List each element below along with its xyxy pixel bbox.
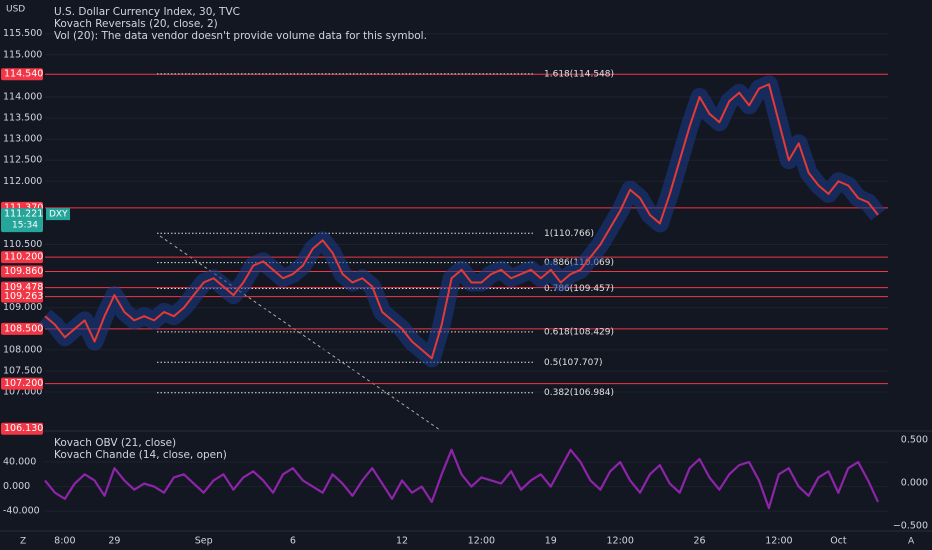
indicator: Vol (20): The data vendor doesn't provid… [54,30,427,42]
icon[interactable]: A [908,537,915,547]
y-tick-label: 114.000 [3,91,42,102]
pane-title: Kovach Chande (14, close, open) [54,449,227,461]
y-tick-label: 40.000 [3,457,36,468]
fib-label: 0.5(107.707) [544,358,603,368]
x-tick-label: 12:00 [607,536,634,547]
level-label: 107.200 [4,378,43,389]
price-tag-countdown: 15:34 [12,221,38,231]
obv-line [44,448,879,510]
x-tick-label: 8:00 [54,536,75,547]
fib-label: 0.382(106.984) [544,388,614,398]
level-label: 108.500 [4,323,43,334]
pane-title: Kovach OBV (21, close) [54,437,176,449]
level-label: 114.540 [4,69,43,80]
price-pane: 107.000 107.500 108.000 109.000 110.500 112.0… [1,28,888,435]
level-tag [1,251,43,264]
indicator: Kovach Reversals (20, close, 2) [54,18,218,30]
trend-line [159,235,441,431]
symbol: U.S. Dollar Currency Index, 30, TVC [54,6,240,18]
x-tick-label: 29 [108,536,120,547]
y2-tick-label: −0.500 [893,520,928,531]
x-tick-label: 12:00 [468,536,495,547]
level-label: 106.130 [4,423,43,434]
y2-tick-label: 0.000 [901,477,928,488]
y-tick-label: 113.500 [3,113,42,124]
price-line [44,83,879,360]
level-label: 109.478 [4,282,43,293]
fib-label: 1(110.766) [544,229,594,239]
level-tag [1,377,43,390]
level-tag [1,265,43,278]
x-tick-label: 19 [545,536,557,547]
y-tick-label: 107.500 [3,365,42,376]
ticker-tag [46,208,70,221]
currency: USD [6,5,25,15]
x-tick-label: 12 [396,536,408,547]
x-tick-label: 6 [290,536,296,547]
x-tick-label: 12:00 [765,536,792,547]
level-label: 110.200 [4,252,43,263]
fib-label: 0.786(109.457) [544,284,614,294]
y-tick-label: 113.000 [3,134,42,145]
y-tick-label: 107.000 [3,387,42,398]
y-tick-label: 108.000 [3,344,42,355]
fib-label: 0.618(108.429) [544,327,614,337]
fib-label: 1.618(114.548) [544,69,614,79]
level-label: 109.263 [4,291,43,302]
y-tick-label: 115.500 [3,28,42,39]
y-tick-label: 0.000 [3,481,30,492]
x-tick-label: Oct [830,536,847,547]
level-label: 111.370 [4,202,43,213]
y2-tick-label: 0.500 [901,434,928,445]
level-tag [1,422,43,435]
y-tick-label: 112.500 [3,155,42,166]
x-tick-label: 26 [694,536,706,547]
y-tick-label: 112.000 [3,176,42,187]
level-tag [1,322,43,335]
indicator-pane: 8:00 29 Sep 6 12 12:00 19 12:00 26 12:00 Oct 40.000… [3,434,928,546]
y-tick-label: -40.000 [3,506,40,517]
y-tick-label: 115.000 [3,49,42,60]
price-tag [1,208,43,233]
ticker-label: DXY [49,210,68,220]
icon[interactable]: Z [20,537,26,547]
level-tag [1,290,43,303]
level-tag [1,68,43,81]
level-tag [1,281,43,294]
y-tick-label: 109.000 [3,302,42,313]
level-label: 109.860 [4,266,43,277]
price-tag-label: 111.221 [4,209,43,220]
y-tick-label: 110.500 [3,239,42,250]
x-tick-label: Sep [195,536,213,547]
